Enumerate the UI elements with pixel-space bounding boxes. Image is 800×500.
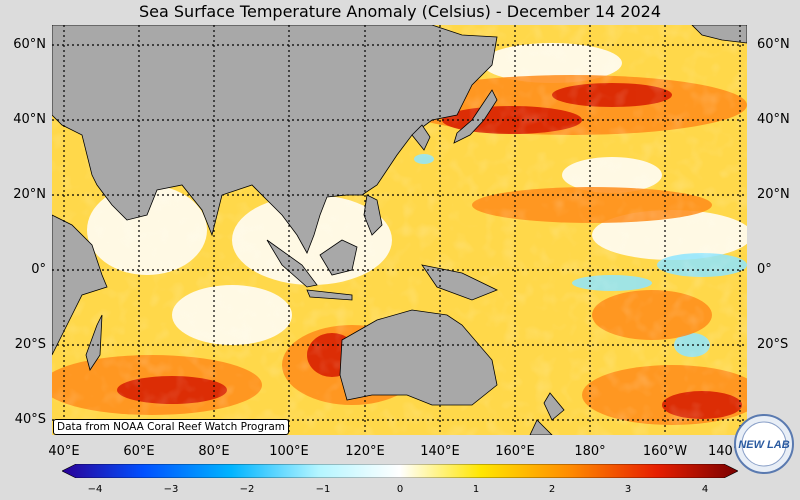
lon-label: 140°E — [420, 444, 460, 459]
lon-label: 160°E — [495, 444, 535, 459]
colorbar-tick: 4 — [701, 484, 709, 495]
lat-label-left: 40°N — [13, 112, 46, 127]
lat-label-left: 40°S — [14, 412, 46, 427]
lab-logo: NEW LAB — [734, 414, 794, 474]
colorbar-tick: 3 — [624, 484, 632, 495]
lat-label-right: 20°N — [757, 187, 790, 202]
lat-label-left: 60°N — [13, 37, 46, 52]
land-sumatra-java — [266, 239, 353, 301]
lat-label-left: 0° — [31, 262, 46, 277]
land-masses — [52, 25, 747, 435]
colorbar-tick: −4 — [87, 484, 103, 495]
land-japan — [411, 89, 498, 151]
lat-label-right: 20°S — [757, 337, 789, 352]
lat-label-right: 40°N — [757, 112, 790, 127]
lat-label-left: 20°N — [13, 187, 46, 202]
colorbar-tick: 0 — [396, 484, 404, 495]
land-asia — [52, 25, 498, 254]
colorbar-tick: −2 — [239, 484, 255, 495]
colorbar-tick: −3 — [163, 484, 179, 495]
colorbar-tick: 2 — [548, 484, 556, 495]
lat-label-right: 0° — [757, 262, 772, 277]
lon-label: 180° — [574, 444, 606, 459]
data-credit: Data from NOAA Coral Reef Watch Program — [53, 419, 289, 435]
colorbar-tick: −1 — [315, 484, 331, 495]
lat-label-left: 20°S — [14, 337, 46, 352]
lon-label: 60°E — [123, 444, 155, 459]
lon-label: 40°E — [48, 444, 80, 459]
lat-label-right: 60°N — [757, 37, 790, 52]
colorbar-tick: 1 — [472, 484, 480, 495]
land-north-america — [691, 25, 747, 44]
lon-label: 160°W — [642, 444, 688, 459]
land-australia — [339, 309, 498, 406]
land-madagascar — [85, 314, 103, 371]
lon-label: 100°E — [269, 444, 309, 459]
land-borneo — [319, 239, 358, 276]
land-new-guinea — [421, 264, 498, 301]
lon-label: 80°E — [198, 444, 230, 459]
logo-text: NEW LAB — [738, 439, 789, 451]
sst-anomaly-map — [52, 25, 747, 435]
colorbar — [62, 464, 738, 478]
map-title: Sea Surface Temperature Anomaly (Celsius… — [139, 2, 661, 21]
lon-label: 120°E — [345, 444, 385, 459]
